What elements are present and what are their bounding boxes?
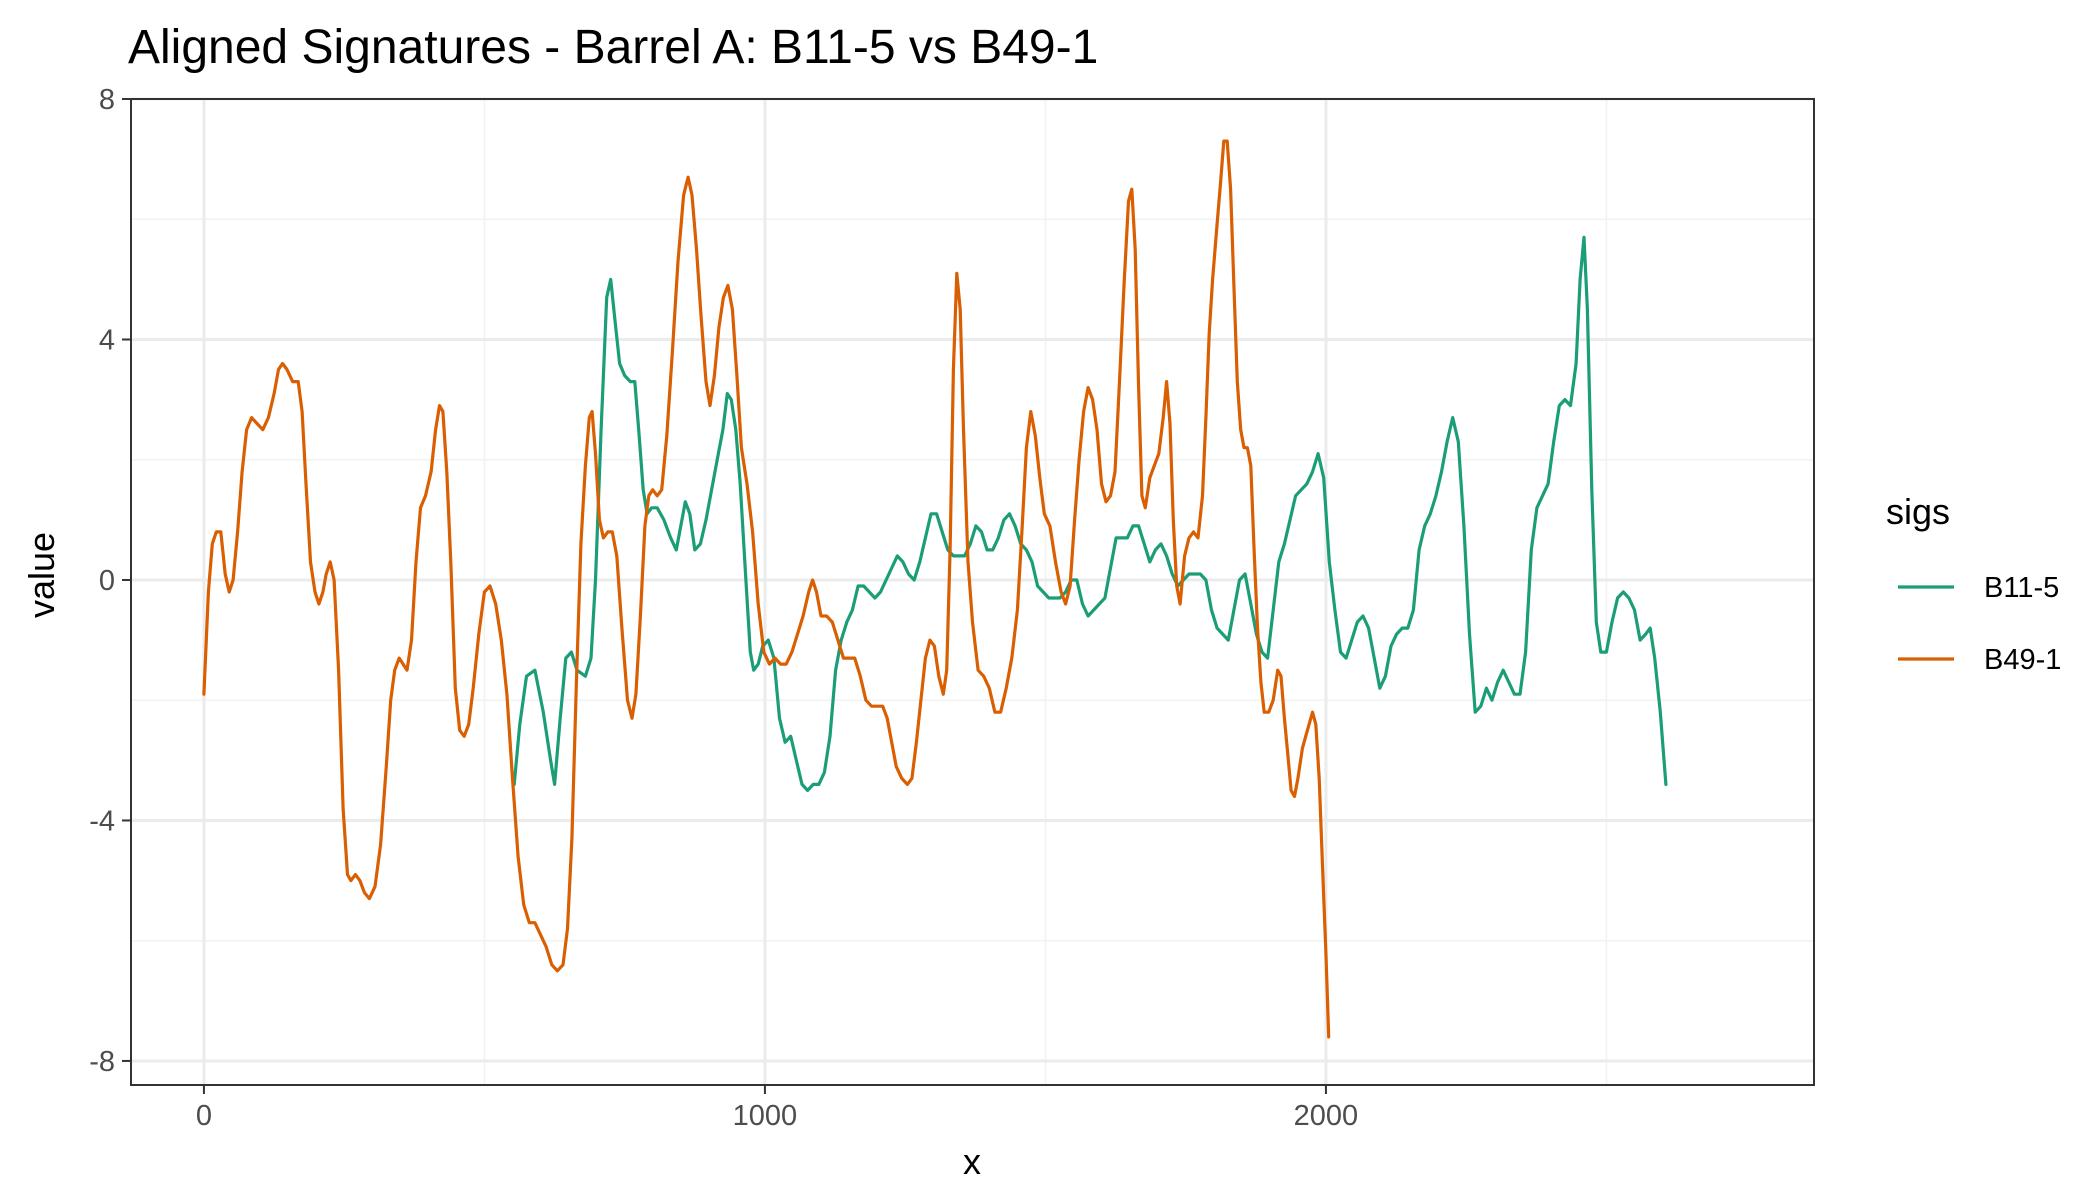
series-line-B49-1 — [202, 139, 1331, 1039]
panel-background — [131, 99, 1814, 1085]
x-tick-label: 0 — [196, 1100, 212, 1132]
legend-item: B11-5 — [1898, 572, 2059, 604]
legend-items: B11-5 B49-1 — [1898, 572, 2061, 676]
plot-panel — [130, 97, 1815, 1086]
y-tick-label: -4 — [89, 805, 115, 837]
y-tick-label: -8 — [89, 1046, 115, 1078]
x-axis-title: x — [963, 1141, 981, 1182]
x-axis: 0 1000 2000 — [196, 1085, 1358, 1132]
legend-label: B49-1 — [1984, 644, 2061, 676]
series-line-B11-5 — [512, 235, 1668, 792]
x-tick-label: 1000 — [733, 1100, 798, 1132]
y-tick-label: 4 — [99, 324, 115, 356]
panel-border — [130, 98, 1815, 1086]
series-lines — [202, 139, 1668, 1039]
legend: sigs B11-5 B49-1 — [1886, 491, 2061, 676]
chart-title: Aligned Signatures - Barrel A: B11-5 vs … — [128, 21, 1098, 74]
legend-label: B11-5 — [1984, 572, 2059, 604]
y-axis: -8 -4 0 4 8 — [89, 84, 131, 1078]
y-tick-label: 8 — [99, 84, 115, 116]
legend-title: sigs — [1886, 491, 1950, 532]
y-tick-label: 0 — [99, 565, 115, 597]
y-axis-title: value — [21, 532, 62, 618]
minor-gridlines — [131, 99, 1814, 1085]
legend-item: B49-1 — [1898, 644, 2061, 676]
x-tick-label: 2000 — [1294, 1100, 1359, 1132]
